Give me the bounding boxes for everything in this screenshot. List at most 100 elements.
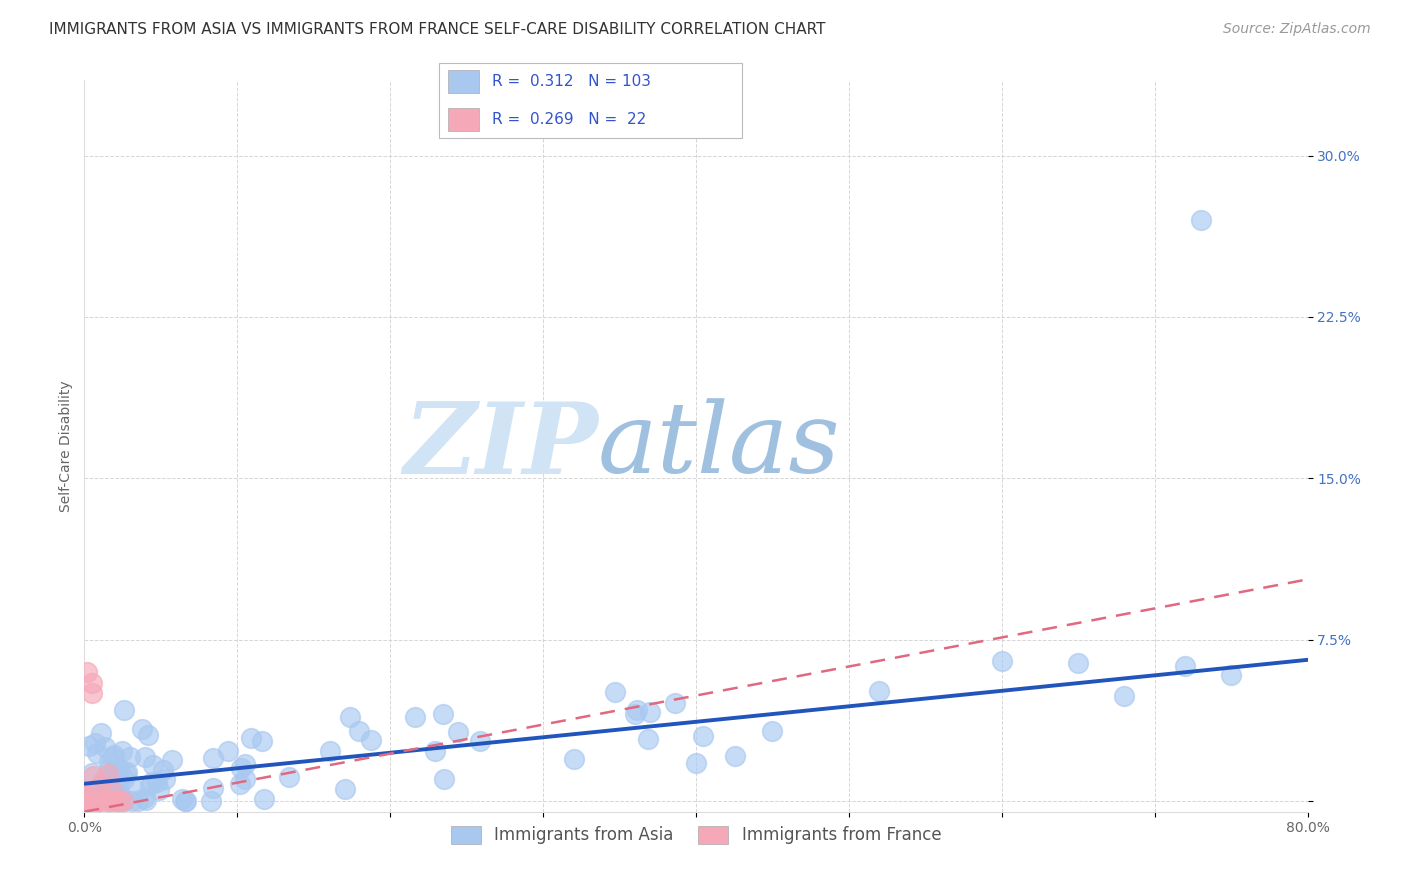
Point: [131, 722, 153, 736]
Point: [201, 780, 224, 795]
Point: [97, 794, 120, 808]
Point: [76, 792, 98, 806]
Point: [640, 705, 662, 719]
Point: [103, 766, 125, 780]
Point: [84, 736, 107, 750]
Point: [98, 794, 121, 808]
Point: [86, 746, 108, 760]
Legend: Immigrants from Asia, Immigrants from France: Immigrants from Asia, Immigrants from Fr…: [444, 819, 948, 851]
Point: [107, 783, 129, 797]
Point: [110, 744, 132, 758]
Point: [1189, 213, 1212, 227]
Text: atlas: atlas: [598, 399, 841, 493]
Point: [80, 675, 103, 690]
Point: [139, 778, 162, 792]
Point: [107, 787, 129, 801]
Point: [105, 788, 128, 802]
Point: [685, 756, 707, 770]
Point: [82, 686, 104, 700]
Point: [77, 794, 100, 808]
Point: [104, 794, 127, 808]
Point: [110, 794, 132, 808]
Point: [75, 789, 97, 803]
Point: [112, 703, 135, 717]
Point: [96, 794, 118, 808]
Point: [97, 779, 120, 793]
Point: [155, 772, 177, 786]
Text: R =  0.269   N =  22: R = 0.269 N = 22: [492, 112, 645, 127]
Point: [603, 685, 626, 699]
Point: [111, 794, 134, 808]
Point: [86, 794, 108, 808]
Point: [152, 763, 174, 777]
Point: [80, 794, 103, 808]
Point: [692, 729, 714, 743]
Point: [76, 790, 98, 805]
Point: [724, 748, 747, 763]
Point: [93, 786, 115, 800]
Point: [98, 755, 121, 769]
Point: [761, 724, 783, 739]
Point: [135, 793, 157, 807]
Point: [86, 782, 108, 797]
Text: Source: ZipAtlas.com: Source: ZipAtlas.com: [1223, 22, 1371, 37]
Point: [432, 707, 454, 722]
Point: [319, 744, 342, 758]
Point: [76, 787, 98, 801]
Point: [75, 789, 97, 803]
Point: [91, 773, 114, 788]
Point: [233, 757, 256, 772]
Point: [141, 775, 163, 789]
Point: [75, 794, 97, 808]
Point: [1114, 689, 1136, 703]
Point: [229, 761, 252, 775]
Point: [97, 767, 120, 781]
Point: [105, 764, 128, 778]
Point: [80, 766, 103, 780]
Point: [97, 762, 120, 776]
Point: [89, 778, 111, 792]
Point: [134, 750, 156, 764]
Point: [869, 684, 891, 698]
Text: R =  0.312   N = 103: R = 0.312 N = 103: [492, 74, 651, 89]
Point: [623, 706, 645, 721]
Point: [127, 794, 149, 808]
Point: [76, 794, 98, 808]
Point: [114, 767, 136, 781]
Point: [108, 794, 131, 808]
Point: [433, 772, 456, 786]
Point: [75, 794, 97, 808]
Point: [562, 752, 585, 766]
Point: [228, 777, 250, 791]
Point: [664, 696, 686, 710]
FancyBboxPatch shape: [439, 63, 742, 137]
Point: [1220, 667, 1243, 681]
Y-axis label: Self-Care Disability: Self-Care Disability: [59, 380, 73, 512]
Text: ZIP: ZIP: [404, 398, 598, 494]
Point: [118, 749, 141, 764]
Point: [174, 794, 197, 808]
Point: [112, 772, 135, 786]
Point: [145, 775, 167, 789]
Point: [277, 770, 299, 784]
Point: [253, 792, 276, 806]
Point: [89, 794, 111, 808]
Point: [89, 789, 111, 804]
Point: [349, 723, 371, 738]
Point: [101, 750, 124, 764]
Point: [90, 790, 112, 805]
Point: [217, 744, 239, 758]
Point: [87, 794, 110, 808]
Point: [101, 784, 124, 798]
Point: [200, 794, 222, 808]
Point: [423, 744, 446, 758]
Point: [142, 758, 165, 772]
Point: [110, 794, 132, 808]
Point: [121, 794, 143, 808]
Point: [75, 794, 97, 808]
Point: [136, 728, 159, 742]
Point: [82, 769, 104, 783]
Point: [108, 761, 131, 775]
Point: [170, 792, 193, 806]
Bar: [449, 108, 479, 130]
